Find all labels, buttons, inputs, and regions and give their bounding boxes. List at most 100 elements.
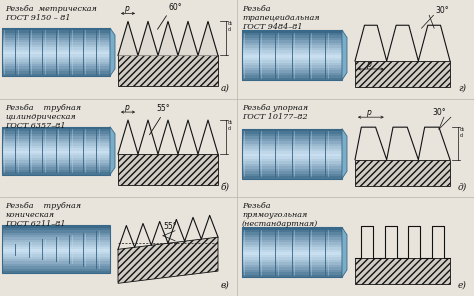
- Bar: [242, 62, 342, 65]
- Bar: [242, 265, 342, 268]
- Bar: [2, 69, 110, 72]
- Bar: [242, 154, 342, 157]
- Text: 55°: 55°: [156, 104, 170, 113]
- Bar: [2, 28, 110, 31]
- Bar: [242, 169, 342, 172]
- Bar: [242, 52, 342, 56]
- Text: трапецеидальная: трапецеидальная: [242, 14, 319, 22]
- Bar: [2, 38, 110, 41]
- Text: p: p: [124, 103, 129, 112]
- Bar: [242, 272, 342, 275]
- Bar: [242, 57, 342, 60]
- Bar: [242, 227, 342, 230]
- Bar: [2, 54, 110, 57]
- Text: г): г): [458, 84, 466, 93]
- Bar: [242, 47, 342, 51]
- Bar: [2, 225, 110, 228]
- Bar: [2, 259, 110, 262]
- Bar: [2, 74, 110, 76]
- Bar: [2, 249, 110, 252]
- Bar: [2, 42, 110, 45]
- Bar: [242, 129, 342, 179]
- Bar: [2, 71, 110, 74]
- Bar: [242, 78, 342, 81]
- Text: е): е): [457, 281, 466, 290]
- Text: ГОСТ 10177–82: ГОСТ 10177–82: [242, 113, 308, 121]
- Bar: [2, 230, 110, 233]
- Text: в): в): [220, 281, 229, 290]
- Polygon shape: [110, 28, 115, 76]
- Bar: [242, 257, 342, 260]
- Bar: [242, 60, 342, 63]
- Text: (нестандартная): (нестандартная): [242, 220, 318, 228]
- Text: ГОСТ 9484–81: ГОСТ 9484–81: [242, 23, 302, 31]
- Bar: [2, 233, 110, 235]
- Bar: [242, 267, 342, 270]
- Bar: [2, 129, 110, 132]
- Text: ГОСТ 6357–81: ГОСТ 6357–81: [5, 122, 65, 130]
- Text: p: p: [366, 108, 371, 117]
- Text: Резьба: Резьба: [242, 5, 271, 13]
- Bar: [2, 151, 110, 154]
- Bar: [242, 159, 342, 162]
- Text: Резьба: Резьба: [242, 202, 271, 210]
- Bar: [2, 268, 110, 271]
- Text: 30°: 30°: [436, 6, 449, 15]
- Bar: [242, 164, 342, 167]
- Bar: [2, 266, 110, 269]
- Bar: [242, 70, 342, 73]
- Bar: [2, 252, 110, 255]
- Text: 60°: 60°: [169, 3, 182, 12]
- Bar: [242, 232, 342, 235]
- Bar: [2, 144, 110, 146]
- Bar: [2, 153, 110, 156]
- Text: d₁
d: d₁ d: [460, 127, 465, 138]
- Text: прямоугольная: прямоугольная: [242, 211, 307, 219]
- Bar: [2, 59, 110, 62]
- Bar: [2, 264, 110, 267]
- Bar: [242, 40, 342, 43]
- Bar: [242, 73, 342, 75]
- Bar: [242, 149, 342, 152]
- Bar: [2, 134, 110, 137]
- Text: Резьба    трубная: Резьба трубная: [5, 104, 81, 112]
- Bar: [2, 155, 110, 158]
- Bar: [2, 148, 110, 151]
- Bar: [2, 244, 110, 247]
- Bar: [2, 52, 110, 55]
- Text: p: p: [366, 60, 371, 69]
- Text: ГОСТ 6211–81: ГОСТ 6211–81: [5, 220, 65, 228]
- Bar: [2, 158, 110, 161]
- Bar: [242, 237, 342, 240]
- Text: 30°: 30°: [433, 108, 447, 117]
- Bar: [242, 144, 342, 147]
- Bar: [242, 161, 342, 164]
- Bar: [118, 55, 218, 86]
- Bar: [2, 127, 110, 130]
- Text: Резьба  метрическая: Резьба метрическая: [5, 5, 97, 13]
- Bar: [2, 228, 110, 231]
- Bar: [2, 168, 110, 170]
- Bar: [2, 240, 110, 243]
- Bar: [2, 28, 110, 76]
- Bar: [242, 33, 342, 36]
- Bar: [2, 35, 110, 38]
- Bar: [242, 252, 342, 255]
- Bar: [2, 261, 110, 264]
- Bar: [2, 136, 110, 139]
- Bar: [242, 139, 342, 142]
- Bar: [2, 257, 110, 259]
- Bar: [2, 247, 110, 250]
- Bar: [242, 67, 342, 70]
- Bar: [242, 136, 342, 139]
- Bar: [2, 160, 110, 163]
- Bar: [2, 62, 110, 65]
- Text: d₁
d: d₁ d: [228, 21, 233, 32]
- Bar: [2, 271, 110, 274]
- Bar: [242, 75, 342, 78]
- Bar: [2, 40, 110, 43]
- Bar: [242, 45, 342, 48]
- Bar: [242, 134, 342, 137]
- Bar: [242, 240, 342, 243]
- Bar: [242, 242, 342, 245]
